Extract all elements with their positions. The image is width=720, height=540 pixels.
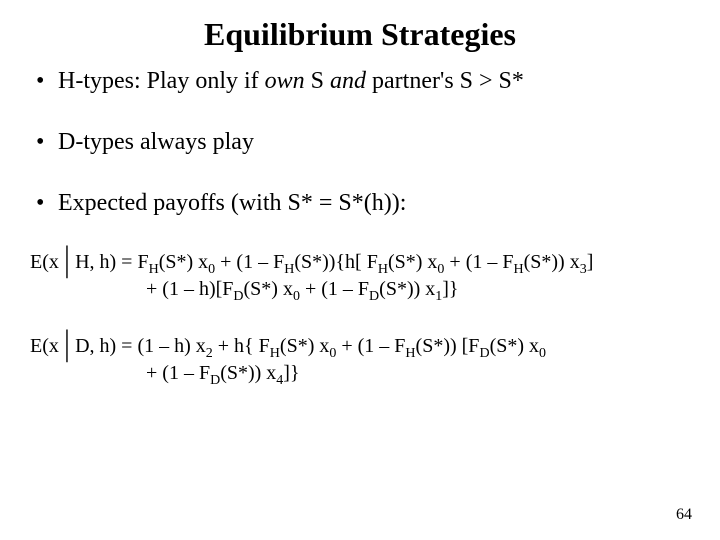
bullet-1-text-c: S	[305, 68, 330, 94]
eq1-sub-D2: D	[369, 289, 379, 304]
eq2-prefix: E(x	[30, 335, 59, 357]
eq1-p5: + (1 – F	[444, 251, 513, 273]
equation-1: E(x│H, h) = FH(S*) x0 + (1 – FH(S*)){h[ …	[30, 249, 690, 303]
eq1-bar: │	[60, 245, 74, 281]
eq2-cond: D, h) = (1 – h) x	[75, 335, 206, 357]
eq2-l2a: + (1 – F	[146, 362, 210, 384]
eq1-sub-3: 3	[580, 262, 587, 277]
eq2-sub-D2: D	[210, 373, 220, 388]
eq2-p4: (S*)) [F	[416, 335, 480, 357]
eq1-p1: (S*) x	[159, 251, 208, 273]
eq1-line2: + (1 – h)[FD(S*) x0 + (1 – FD(S*)) x1]}	[30, 276, 690, 303]
eq2-p3: + (1 – F	[336, 335, 405, 357]
eq2-sub-H2: H	[405, 346, 415, 361]
eq1-l2c: + (1 – F	[300, 278, 369, 300]
page-number: 64	[676, 506, 692, 524]
eq1-sub-H3: H	[378, 262, 388, 277]
equation-2: E(x│D, h) = (1 – h) x2 + h{ FH(S*) x0 + …	[30, 333, 690, 387]
eq1-l2d: (S*)) x	[379, 278, 435, 300]
eq2-line2: + (1 – FD(S*)) x4]}	[30, 360, 690, 387]
eq1-cond: H, h) = F	[75, 251, 149, 273]
eq2-sub-D1: D	[479, 346, 489, 361]
eq2-p2: (S*) x	[280, 335, 329, 357]
bullet-1-text-a: H-types: Play only if	[58, 68, 265, 94]
eq2-sub-H1: H	[270, 346, 280, 361]
eq2-sub-2: 2	[206, 346, 213, 361]
bullet-1-text-e: partner's S > S*	[366, 68, 524, 94]
eq1-sub-H2: H	[284, 262, 294, 277]
eq2-p1: + h{ F	[213, 335, 270, 357]
bullet-3: Expected payoffs (with S* = S*(h)):	[36, 189, 690, 218]
bullet-2: D-types always play	[36, 128, 690, 157]
slide-title: Equilibrium Strategies	[30, 16, 690, 53]
eq1-prefix: E(x	[30, 251, 59, 273]
eq1-l2a: + (1 – h)[F	[146, 278, 233, 300]
eq1-l2e: ]}	[442, 278, 458, 300]
eq1-p7: ]	[587, 251, 594, 273]
eq1-p4: (S*) x	[388, 251, 437, 273]
slide: Equilibrium Strategies H-types: Play onl…	[0, 0, 720, 540]
eq1-p6: (S*)) x	[524, 251, 580, 273]
bullet-list: H-types: Play only if own S and partner'…	[30, 67, 690, 217]
eq1-l2b: (S*) x	[244, 278, 293, 300]
eq2-l2c: ]}	[283, 362, 299, 384]
eq1-p3: (S*)){h[ F	[294, 251, 378, 273]
eq2-bar: │	[60, 329, 74, 365]
eq1-sub-D1: D	[233, 289, 243, 304]
eq1-p2: + (1 – F	[215, 251, 284, 273]
eq2-sub-0b: 0	[539, 346, 546, 361]
eq2-p5: (S*) x	[490, 335, 539, 357]
bullet-1-italic-and: and	[330, 68, 366, 94]
eq1-sub-H1: H	[149, 262, 159, 277]
bullet-1-italic-own: own	[265, 68, 305, 94]
eq2-l2b: (S*)) x	[220, 362, 276, 384]
bullet-1: H-types: Play only if own S and partner'…	[36, 67, 690, 96]
eq1-sub-H4: H	[513, 262, 523, 277]
eq1-sub-0c: 0	[293, 289, 300, 304]
